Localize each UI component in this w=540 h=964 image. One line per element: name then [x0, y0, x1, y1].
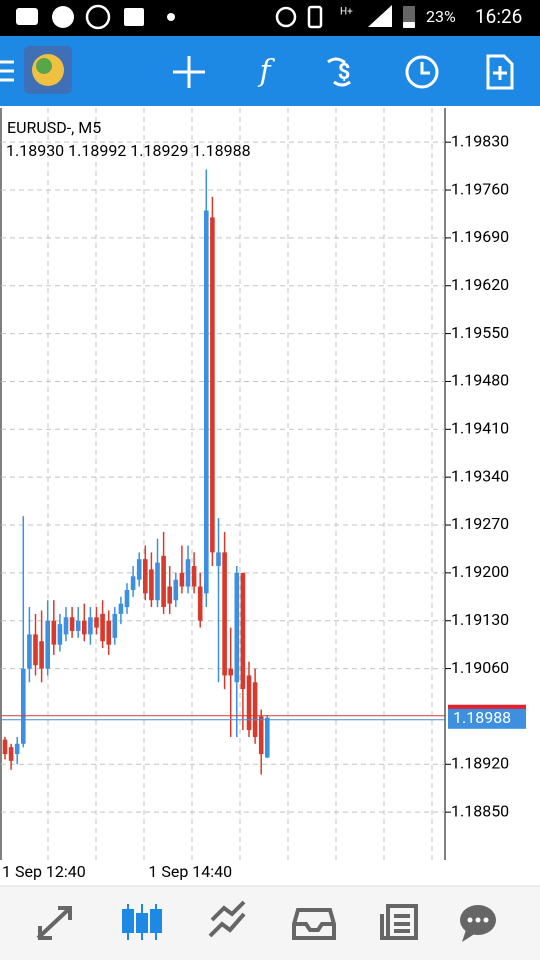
y-tick-label: 1.18920	[451, 754, 509, 773]
candle-body	[265, 717, 270, 758]
candle-body	[258, 716, 264, 755]
y-tick-label: 1.19690	[451, 227, 509, 246]
candle-body	[57, 624, 63, 645]
candle-body	[69, 617, 75, 631]
candle-body	[216, 552, 221, 567]
candle-body	[106, 620, 111, 645]
candle-body	[204, 210, 209, 594]
candle-body	[252, 682, 258, 737]
candle-body	[155, 562, 160, 601]
y-tick-label: 1.18850	[451, 801, 509, 820]
candle-body	[210, 217, 215, 553]
candle-body	[2, 739, 8, 755]
network-type: H+	[340, 7, 353, 18]
timeframe-button[interactable]	[405, 55, 439, 89]
ohlc-readout: 1.18930 1.18992 1.18929 1.18988	[6, 141, 251, 160]
svg-text:$: $	[338, 60, 351, 85]
candle-body	[63, 617, 69, 635]
y-tick-label: 1.19830	[451, 131, 509, 150]
y-tick-label: 1.19270	[451, 514, 509, 533]
nav-trade[interactable]	[208, 900, 246, 938]
y-tick-label: 1.19760	[451, 179, 509, 198]
y-tick-label: 1.19200	[451, 562, 509, 581]
nav-quotes[interactable]	[36, 906, 72, 940]
candle-body	[228, 668, 233, 676]
battery-level: 23%	[426, 7, 456, 26]
y-tick-label: 1.19620	[451, 275, 509, 294]
menu-button[interactable]	[0, 60, 14, 82]
candle-body	[75, 620, 81, 631]
nav-news[interactable]	[380, 904, 418, 940]
candles-layer: 1.18988	[1, 169, 526, 775]
candle-body	[179, 572, 185, 587]
y-tick-label: 1.19410	[451, 419, 509, 438]
y-tick-label: 1.19340	[451, 466, 509, 485]
y-tick-label: 1.19550	[451, 323, 509, 342]
candle-body	[112, 613, 118, 638]
nav-history[interactable]	[292, 908, 336, 940]
candle-body	[191, 566, 197, 587]
price-label: 1.18988	[453, 708, 511, 727]
candle-body	[45, 620, 50, 669]
candle-body	[173, 579, 179, 601]
x-tick-label: 1 Sep 14:40	[148, 862, 232, 881]
candle-body	[124, 589, 130, 608]
candle-body	[8, 747, 14, 761]
time-grid	[47, 108, 433, 860]
app-logo[interactable]	[24, 46, 72, 94]
bottom-nav	[0, 886, 540, 960]
nav-chart[interactable]	[122, 904, 162, 940]
candle-body	[118, 603, 124, 614]
candle-body	[33, 634, 38, 666]
candle-body	[14, 743, 20, 755]
candle-body	[234, 572, 240, 683]
trade-button[interactable]: $	[327, 57, 351, 87]
candle-body	[246, 675, 252, 731]
grid-layer: 1.19830 1.19760 1.19690 1.19620 1.19550 1.194…	[1, 131, 509, 881]
toolbar	[0, 36, 540, 106]
x-tick-label: 1 Sep 12:40	[2, 862, 86, 881]
candle-body	[197, 586, 203, 621]
y-tick-label: 1.19060	[451, 658, 509, 677]
candle-body	[240, 572, 246, 690]
nav-chat[interactable]	[460, 905, 496, 942]
candle-body	[100, 613, 105, 642]
y-tick-label: 1.19480	[451, 371, 509, 390]
candle-body	[222, 552, 227, 676]
crosshair-button[interactable]	[173, 56, 205, 88]
candle-body	[51, 620, 57, 645]
status-icons	[16, 4, 415, 30]
candle-body	[149, 569, 154, 601]
new-order-button[interactable]	[486, 54, 514, 90]
clock: 16:26	[475, 5, 522, 28]
price-label-top	[448, 704, 526, 709]
candle-body	[167, 586, 172, 604]
candle-body	[21, 668, 26, 744]
candle-body	[136, 559, 142, 580]
candle-body	[130, 576, 136, 590]
candle-body	[94, 617, 99, 628]
candle-body	[82, 620, 87, 635]
chart-title: EURUSD-, M5	[7, 118, 101, 137]
candle-body	[161, 555, 166, 608]
candle-body	[143, 559, 148, 594]
y-tick-label: 1.19130	[451, 610, 509, 629]
candle-body	[27, 634, 32, 669]
candle-body	[88, 617, 93, 635]
candle-body	[39, 641, 44, 669]
candle-body	[185, 559, 191, 587]
status-bar	[0, 0, 540, 36]
